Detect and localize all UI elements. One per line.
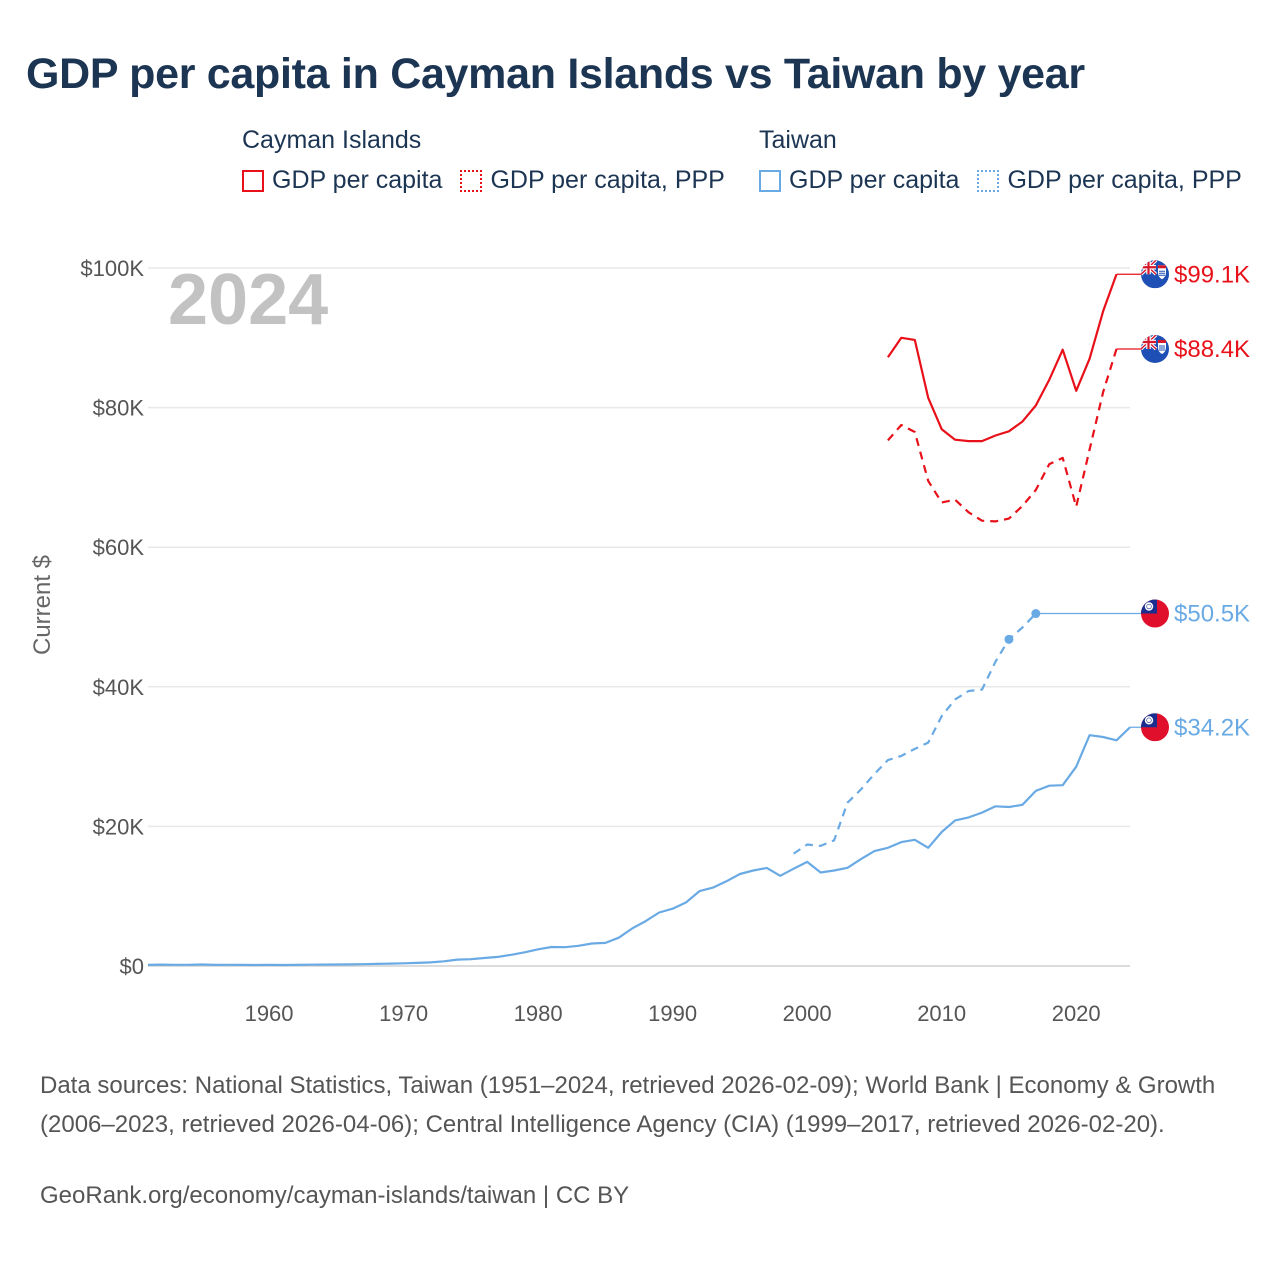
series-line-0 bbox=[886, 273, 1118, 443]
x-tick-label: 1980 bbox=[514, 1001, 563, 1026]
x-tick-label: 1970 bbox=[379, 1001, 428, 1026]
y-axis-label: Current $ bbox=[29, 555, 56, 655]
y-tick-label: $80K bbox=[93, 396, 145, 421]
data-point-marker bbox=[1004, 634, 1014, 644]
chart-title: GDP per capita in Cayman Islands vs Taiw… bbox=[26, 50, 1085, 98]
series-line-2 bbox=[147, 726, 1131, 967]
end-value-label: $88.4K bbox=[1174, 336, 1250, 363]
y-tick-label: $0 bbox=[120, 954, 144, 979]
legend-label: GDP per capita, PPP bbox=[490, 166, 725, 194]
series-lines bbox=[147, 273, 1131, 967]
legend-item-cayman-gdp-ppp[interactable]: GDP per capita, PPP bbox=[460, 166, 725, 195]
x-tick-label: 2010 bbox=[917, 1001, 966, 1026]
cayman-islands-flag-icon bbox=[1141, 335, 1169, 363]
legend-item-taiwan-gdp[interactable]: GDP per capita bbox=[759, 166, 959, 195]
cayman-islands-flag-icon bbox=[1141, 260, 1169, 288]
taiwan-flag-icon bbox=[1141, 600, 1169, 628]
y-axis-ticks: $0 $20K $40K $60K $80K $100K bbox=[80, 256, 144, 979]
legend-label: GDP per capita, PPP bbox=[1007, 166, 1242, 194]
legend-swatch-solid bbox=[242, 169, 264, 192]
legend-swatch-dotted bbox=[977, 169, 1000, 192]
y-tick-label: $60K bbox=[93, 535, 145, 560]
legend-item-taiwan-gdp-ppp[interactable]: GDP per capita, PPP bbox=[977, 166, 1242, 195]
x-tick-label: 1960 bbox=[245, 1001, 294, 1026]
end-labels: $99.1K $88.4K $34.2K $50.5K bbox=[1035, 260, 1250, 742]
legend-item-cayman-gdp[interactable]: GDP per capita bbox=[242, 166, 442, 195]
x-tick-label: 1990 bbox=[648, 1001, 697, 1026]
footer-link[interactable]: GeoRank.org/economy/cayman-islands/taiwa… bbox=[40, 1182, 630, 1209]
series-line-3 bbox=[793, 612, 1037, 855]
taiwan-flag-icon bbox=[1141, 713, 1169, 741]
legend-group-name: Cayman Islands bbox=[242, 126, 422, 154]
legend-group-cayman-islands: Cayman Islands GDP per capita GDP per ca… bbox=[242, 122, 743, 195]
legend-group-taiwan: Taiwan GDP per capita GDP per capita, PP… bbox=[759, 122, 1260, 195]
y-tick-label: $20K bbox=[93, 814, 145, 839]
legend-group-name: Taiwan bbox=[759, 126, 837, 154]
line-chart: $0 $20K $40K $60K $80K $100K 1960 1970 1980 1990… bbox=[29, 256, 1250, 1026]
end-value-label: $34.2K bbox=[1174, 714, 1250, 741]
series-line-1 bbox=[887, 348, 1118, 523]
end-value-label: $50.5K bbox=[1174, 601, 1250, 628]
x-axis-ticks: 1960 1970 1980 1990 2000 2010 2020 bbox=[245, 1001, 1101, 1026]
y-tick-label: $100K bbox=[80, 256, 144, 281]
legend-swatch-solid bbox=[759, 169, 781, 192]
x-tick-label: 2000 bbox=[783, 1001, 832, 1026]
legend-label: GDP per capita bbox=[272, 166, 443, 194]
y-tick-label: $40K bbox=[93, 675, 145, 700]
x-tick-label: 2020 bbox=[1052, 1001, 1101, 1026]
data-sources: Data sources: National Statistics, Taiwa… bbox=[40, 1072, 1216, 1138]
year-label: 2024 bbox=[168, 260, 328, 340]
legend-label: GDP per capita bbox=[789, 166, 960, 194]
end-value-label: $99.1K bbox=[1174, 261, 1250, 288]
legend-swatch-dotted bbox=[460, 169, 483, 192]
y-gridlines bbox=[148, 267, 1130, 967]
